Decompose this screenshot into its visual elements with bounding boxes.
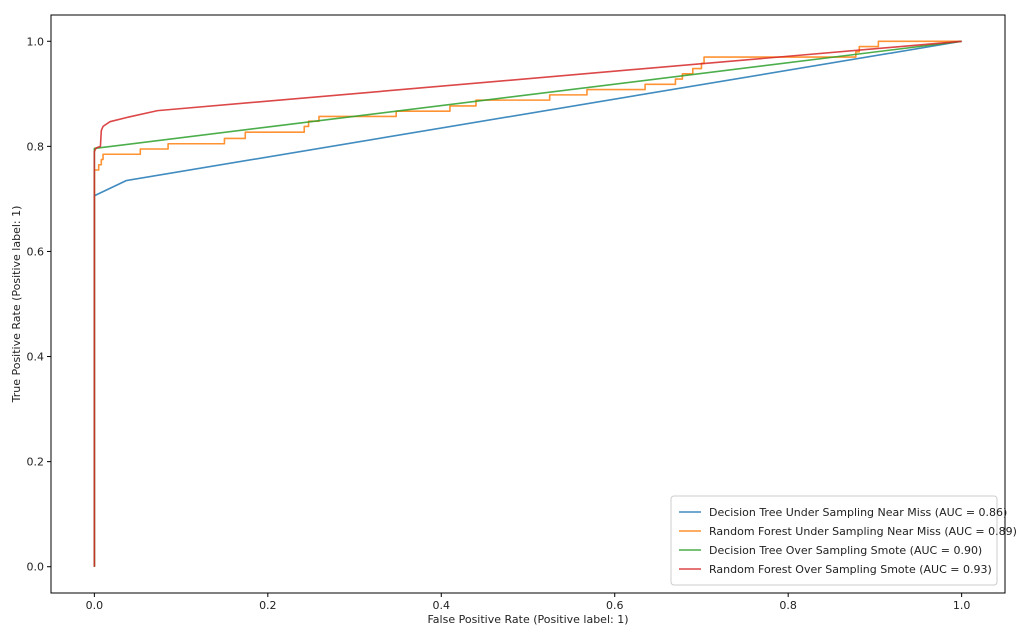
x-tick-label: 0.2 — [259, 599, 277, 612]
series-line-4 — [93, 40, 962, 567]
x-tick-label: 1.0 — [953, 599, 971, 612]
plot-area-frame — [50, 14, 1006, 594]
y-tick-label: 0.8 — [27, 140, 45, 153]
y-tick-label: 0.0 — [27, 561, 45, 574]
legend-box — [670, 495, 998, 586]
x-tick-label: 0.6 — [606, 599, 624, 612]
legend-label: Random Forest Over Sampling Smote (AUC =… — [709, 563, 992, 576]
x-tick-label: 0.4 — [433, 599, 451, 612]
axis-ticks: 0.0 0.2 0.4 0.6 0.8 1.0 0.0 0.2 0.4 0.6 0.8 1.0 — [27, 35, 971, 612]
y-tick-label: 0.2 — [27, 456, 45, 469]
x-axis-label: False Positive Rate (Positive label: 1) — [427, 613, 628, 626]
x-tick-label: 0.0 — [86, 599, 104, 612]
legend-label: Random Forest Under Sampling Near Miss (… — [709, 525, 1017, 538]
legend-label: Decision Tree Under Sampling Near Miss (… — [709, 506, 1007, 519]
y-tick-label: 0.4 — [27, 351, 45, 364]
legend-label: Decision Tree Over Sampling Smote (AUC =… — [709, 544, 982, 557]
x-tick-label: 0.8 — [779, 599, 797, 612]
y-axis-label: True Positive Rate (Positive label: 1) — [10, 206, 23, 404]
y-tick-label: 1.0 — [27, 35, 45, 48]
legend: Decision Tree Under Sampling Near Miss (… — [670, 495, 1017, 586]
y-tick-label: 0.6 — [27, 245, 45, 258]
series-lines — [93, 40, 962, 567]
